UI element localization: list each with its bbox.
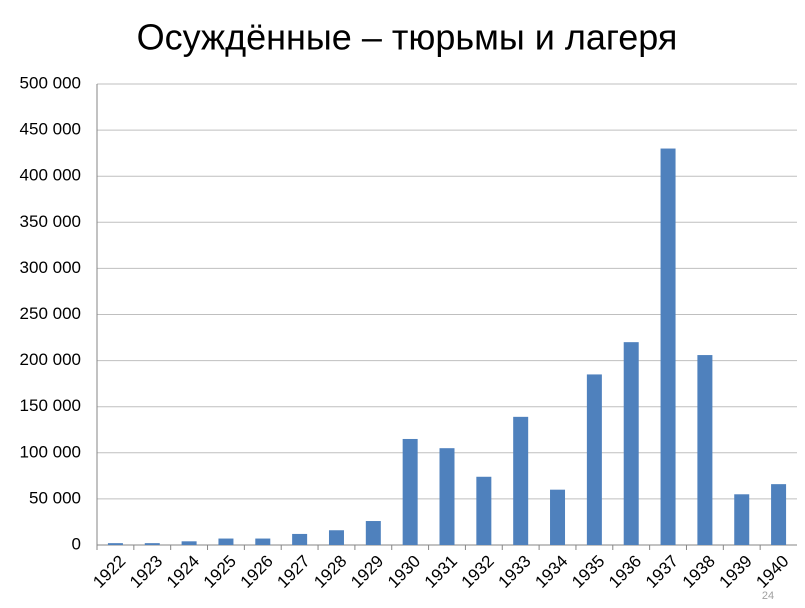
bar	[660, 148, 676, 546]
y-tick-label: 350 000	[20, 212, 81, 231]
x-tick-label: 1922	[89, 552, 129, 592]
bar	[771, 484, 787, 545]
bar	[328, 530, 344, 545]
y-tick-label: 50 000	[29, 488, 81, 507]
bar	[513, 416, 529, 545]
bar	[697, 355, 713, 545]
bar	[365, 521, 381, 545]
x-tick-label: 1936	[605, 552, 645, 592]
bar	[550, 489, 566, 545]
chart-title: Осуждённые – тюрьмы и лагеря	[137, 17, 678, 58]
x-tick-label: 1938	[679, 552, 719, 592]
bar	[107, 543, 123, 545]
bar	[144, 543, 160, 545]
y-tick-label: 200 000	[20, 350, 81, 369]
bar	[402, 438, 418, 545]
slide-number: 24	[762, 590, 774, 602]
bar	[734, 494, 750, 545]
y-tick-label: 400 000	[20, 166, 81, 185]
y-tick-label: 150 000	[20, 396, 81, 415]
y-tick-label: 250 000	[20, 304, 81, 323]
y-tick-label: 300 000	[20, 258, 81, 277]
bar	[292, 533, 308, 545]
bar	[218, 538, 234, 545]
bar	[623, 342, 639, 545]
x-tick-label: 1931	[421, 552, 461, 592]
y-tick-label: 0	[72, 534, 81, 553]
x-tick-label: 1924	[163, 552, 203, 592]
bar	[255, 538, 271, 545]
bar	[181, 541, 197, 545]
bar	[586, 374, 602, 545]
x-tick-label: 1926	[237, 552, 277, 592]
y-tick-label: 500 000	[20, 73, 81, 92]
x-tick-label: 1925	[200, 552, 240, 592]
x-tick-label: 1932	[458, 552, 498, 592]
x-tick-label: 1935	[568, 552, 608, 592]
x-tick-label: 1940	[752, 552, 792, 592]
x-tick-label: 1923	[126, 552, 166, 592]
x-tick-label: 1937	[642, 552, 682, 592]
bar	[439, 448, 455, 545]
x-tick-label: 1933	[495, 552, 535, 592]
x-tick-label: 1934	[531, 552, 571, 592]
y-tick-label: 450 000	[20, 120, 81, 139]
x-tick-label: 1929	[347, 552, 387, 592]
x-tick-label: 1939	[716, 552, 756, 592]
x-tick-label: 1927	[273, 552, 313, 592]
bar	[476, 476, 492, 545]
x-tick-label: 1930	[384, 552, 424, 592]
y-tick-label: 100 000	[20, 442, 81, 461]
x-tick-label: 1928	[310, 552, 350, 592]
